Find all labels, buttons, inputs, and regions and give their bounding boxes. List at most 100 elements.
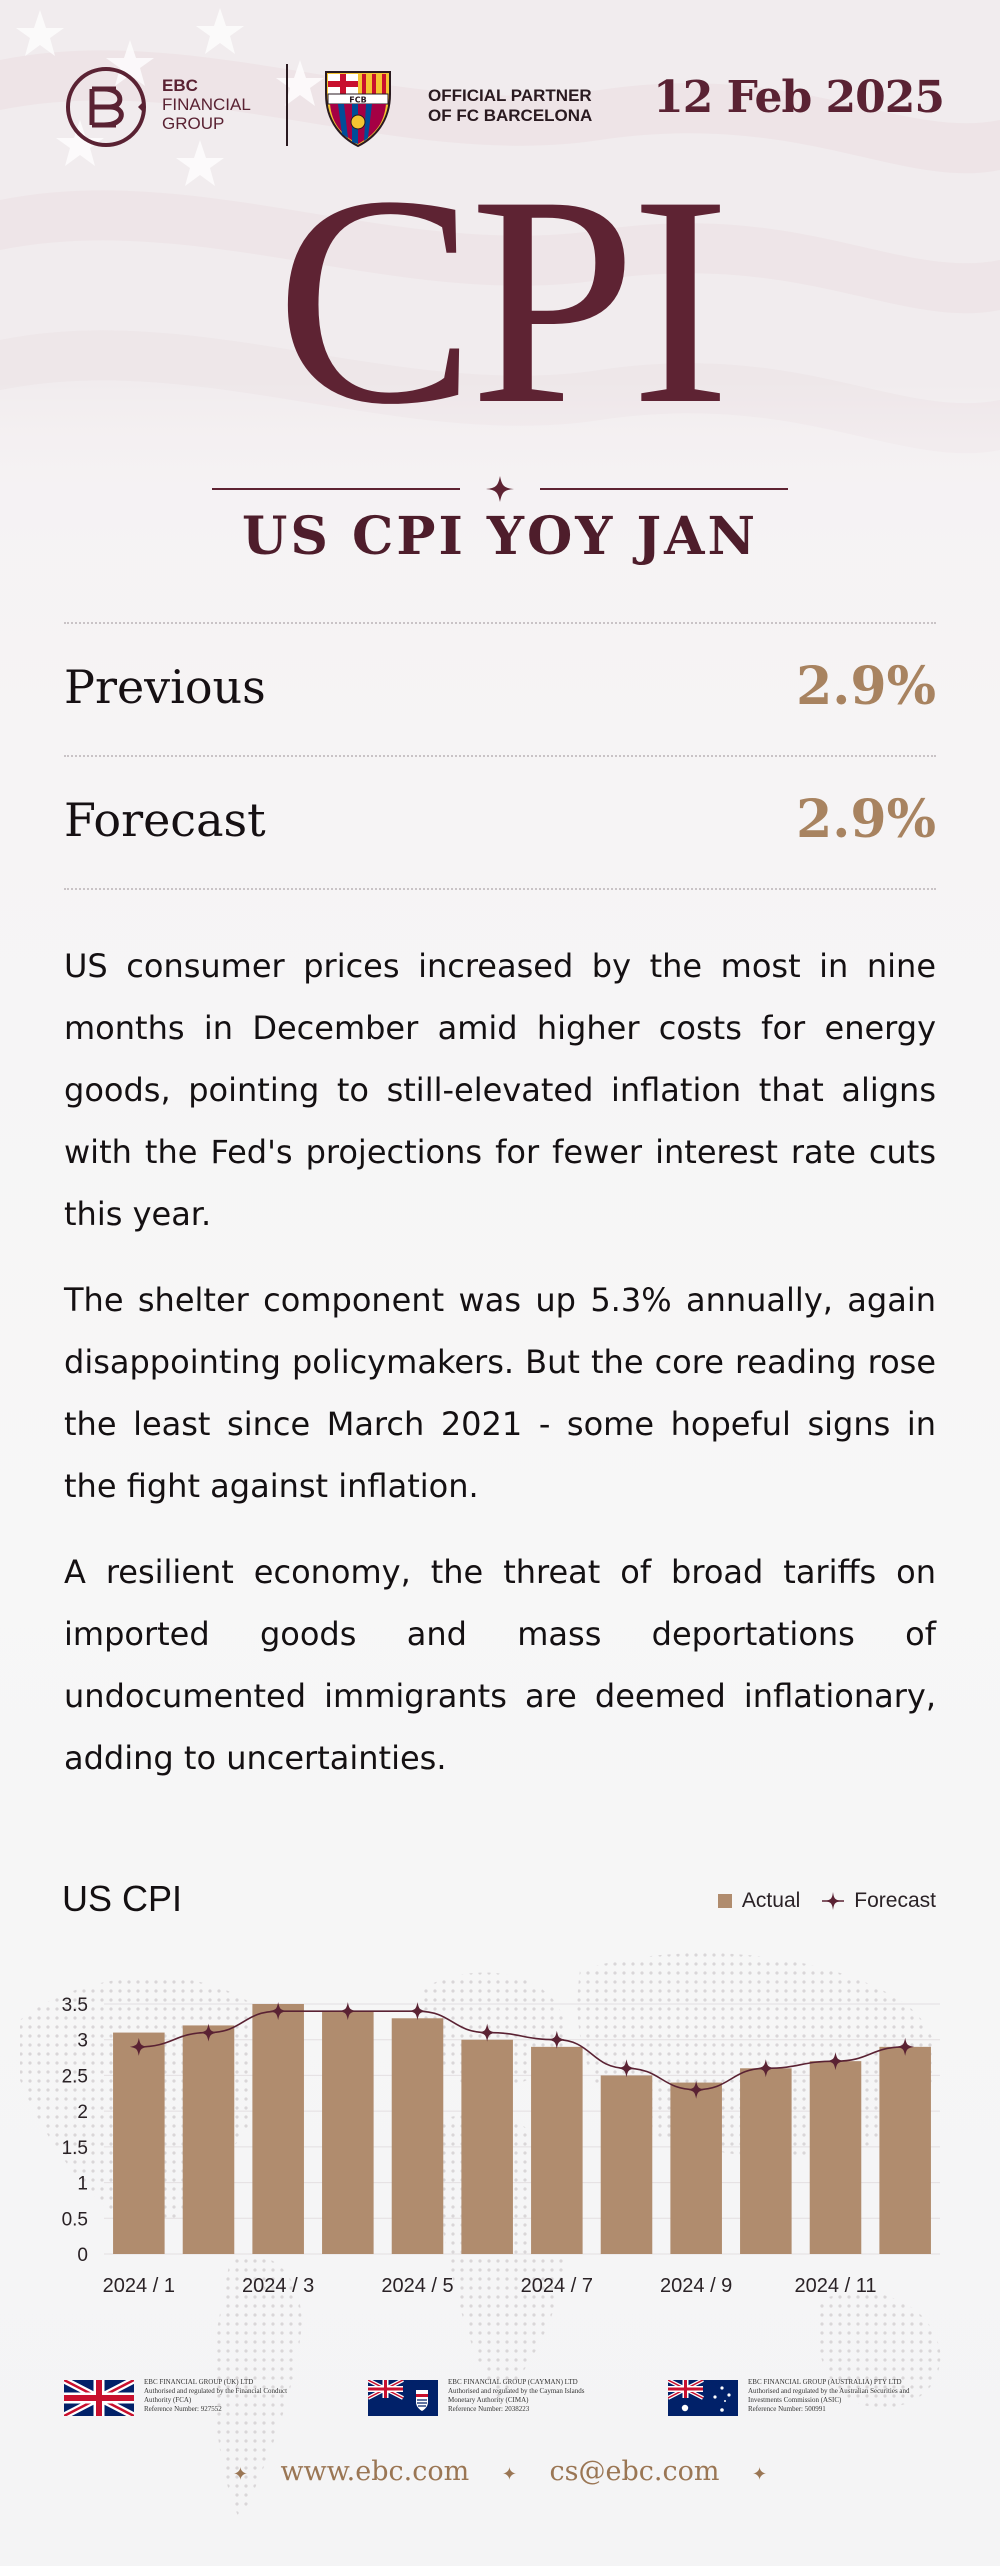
forecast-point — [826, 2052, 845, 2071]
regulator-line: Reference Number: 927552 — [144, 2405, 222, 2413]
regulator-line: EBC FINANCIAL GROUP (UK) LTD — [144, 2378, 254, 2386]
legend-label-actual: Actual — [741, 1889, 801, 1912]
header-divider — [286, 64, 288, 146]
forecast-point — [338, 2002, 357, 2021]
y-tick-label: 1 — [77, 2174, 88, 2195]
y-tick-label: 3 — [77, 2031, 88, 2052]
y-tick-label: 2.5 — [62, 2066, 88, 2087]
sparkle-icon: ✦ — [501, 2464, 517, 2485]
release-date: 12 Feb 2025 — [653, 72, 945, 123]
contact-footer: ✦ www.ebc.com ✦ cs@ebc.com ✦ — [0, 2456, 1000, 2487]
x-tick-label: 2024 / 11 — [795, 2275, 877, 2297]
regulator-line: Investments Commission (ASIC) — [748, 2396, 842, 2404]
bar-actual — [322, 2011, 374, 2254]
fc-barcelona-crest-icon: FCB — [325, 71, 391, 148]
forecast-point — [896, 2037, 915, 2056]
australia-flag-icon — [668, 2380, 738, 2416]
title-ornament — [212, 476, 788, 502]
chart-legend: Actual Forecast — [717, 1886, 936, 1916]
regulator-line: EBC FINANCIAL GROUP (AUSTRALIA) PTY LTD — [748, 2378, 902, 2386]
regulator-line: Authorised and regulated by the Cayman I… — [448, 2387, 585, 2395]
legend-item-actual: Actual — [717, 1889, 801, 1913]
bar-actual — [531, 2046, 583, 2254]
forecast-point — [199, 2023, 218, 2042]
forecast-point — [756, 2059, 775, 2078]
paragraph-3: A resilient economy, the threat of broad… — [64, 1553, 936, 1777]
previous-value: 2.9% — [796, 656, 936, 717]
ebc-logo-icon — [66, 67, 146, 147]
x-tick-label: 2024 / 7 — [521, 2275, 593, 2297]
row-divider — [64, 755, 936, 757]
legend-item-forecast: Forecast — [822, 1889, 936, 1913]
cayman-flag-icon — [368, 2380, 438, 2416]
uk-flag-icon — [64, 2380, 134, 2416]
y-tick-label: 1.5 — [62, 2138, 88, 2159]
forecast-point — [408, 2002, 427, 2021]
us-cpi-chart: 0 0.5 1 1.5 2 2.5 3 3.5 2024 / 1 2024 / 3 2024 / 5… — [62, 1995, 940, 2297]
forecast-label: Forecast — [64, 793, 266, 847]
forecast-point — [547, 2030, 566, 2049]
brand-line2: FINANCIAL — [162, 95, 251, 114]
partner-line2: OF FC BARCELONA — [428, 106, 593, 125]
regulator-line: Authority (FCA) — [144, 2396, 192, 2404]
legend-label-forecast: Forecast — [854, 1889, 936, 1912]
regulator-cayman: EBC FINANCIAL GROUP (CAYMAN) LTD Authori… — [368, 2378, 658, 2422]
forecast-point — [687, 2080, 706, 2099]
indicator-subtitle: US CPI YOY JAN — [241, 506, 759, 567]
bar-actual — [879, 2046, 931, 2254]
regulator-line: Authorised and regulated by the Australi… — [748, 2387, 910, 2395]
bar-actual — [809, 2061, 862, 2254]
x-tick-label: 2024 / 1 — [103, 2275, 175, 2297]
brand-line1: EBC — [162, 76, 198, 95]
bar-actual — [113, 2032, 165, 2254]
regulator-text: EBC FINANCIAL GROUP (UK) LTD Authorised … — [144, 2378, 344, 2414]
regulator-line: Monetary Authority (CIMA) — [448, 2396, 529, 2404]
email-link[interactable]: cs@ebc.com — [549, 2456, 720, 2487]
forecast-point — [617, 2059, 636, 2078]
regulator-line: Reference Number: 2038223 — [448, 2405, 530, 2413]
x-tick-label: 2024 / 5 — [381, 2275, 453, 2297]
bar-actual — [600, 2075, 653, 2254]
partner-line1: OFFICIAL PARTNER — [428, 86, 592, 105]
paragraph-1: US consumer prices increased by the most… — [64, 947, 936, 1233]
ebc-brand-text: EBC FINANCIAL GROUP — [162, 76, 282, 133]
website-link[interactable]: www.ebc.com — [280, 2456, 470, 2487]
regulator-text: EBC FINANCIAL GROUP (AUSTRALIA) PTY LTD … — [748, 2378, 948, 2414]
forecast-point — [129, 2037, 148, 2056]
regulator-uk: EBC FINANCIAL GROUP (UK) LTD Authorised … — [64, 2378, 354, 2422]
regulator-australia: EBC FINANCIAL GROUP (AUSTRALIA) PTY LTD … — [668, 2378, 958, 2422]
bar-actual — [670, 2082, 722, 2254]
regulator-line: EBC FINANCIAL GROUP (CAYMAN) LTD — [448, 2378, 578, 2386]
regulator-line: Authorised and regulated by the Financia… — [144, 2387, 288, 2395]
forecast-point — [269, 2002, 288, 2021]
bar-actual — [461, 2039, 513, 2254]
regulator-line: Reference Number: 500991 — [748, 2405, 826, 2413]
bar-actual — [740, 2068, 792, 2254]
header: EBC FINANCIAL GROUP FCB OFFICIAL PARTNER… — [64, 60, 945, 150]
bar-actual — [182, 2025, 235, 2254]
brand-line3: GROUP — [162, 114, 225, 133]
forecast-value: 2.9% — [796, 789, 936, 850]
y-tick-label: 3.5 — [62, 1995, 88, 2016]
bar-actual — [252, 2004, 304, 2254]
sparkle-icon — [486, 476, 514, 502]
chart-title: US CPI — [62, 1878, 183, 1919]
paragraph-2: The shelter component was up 5.3% annual… — [64, 1281, 936, 1505]
partner-text: OFFICIAL PARTNER OF FC BARCELONA — [428, 86, 628, 126]
x-tick-label: 2024 / 3 — [242, 2275, 314, 2297]
x-tick-label: 2024 / 9 — [660, 2275, 732, 2297]
legend-star-icon — [822, 1892, 845, 1910]
forecast-point — [478, 2023, 497, 2042]
row-divider — [64, 888, 936, 890]
sparkle-icon: ✦ — [752, 2464, 768, 2485]
row-divider — [64, 622, 936, 624]
y-tick-label: 0 — [77, 2245, 88, 2266]
previous-label: Previous — [64, 660, 266, 714]
page-title: CPI — [275, 134, 731, 466]
regulator-text: EBC FINANCIAL GROUP (CAYMAN) LTD Authori… — [448, 2378, 648, 2414]
y-tick-label: 0.5 — [62, 2209, 88, 2230]
bar-actual — [391, 2018, 444, 2254]
y-tick-label: 2 — [77, 2102, 88, 2123]
sparkle-icon: ✦ — [232, 2464, 248, 2485]
crest-text: FCB — [349, 96, 366, 105]
